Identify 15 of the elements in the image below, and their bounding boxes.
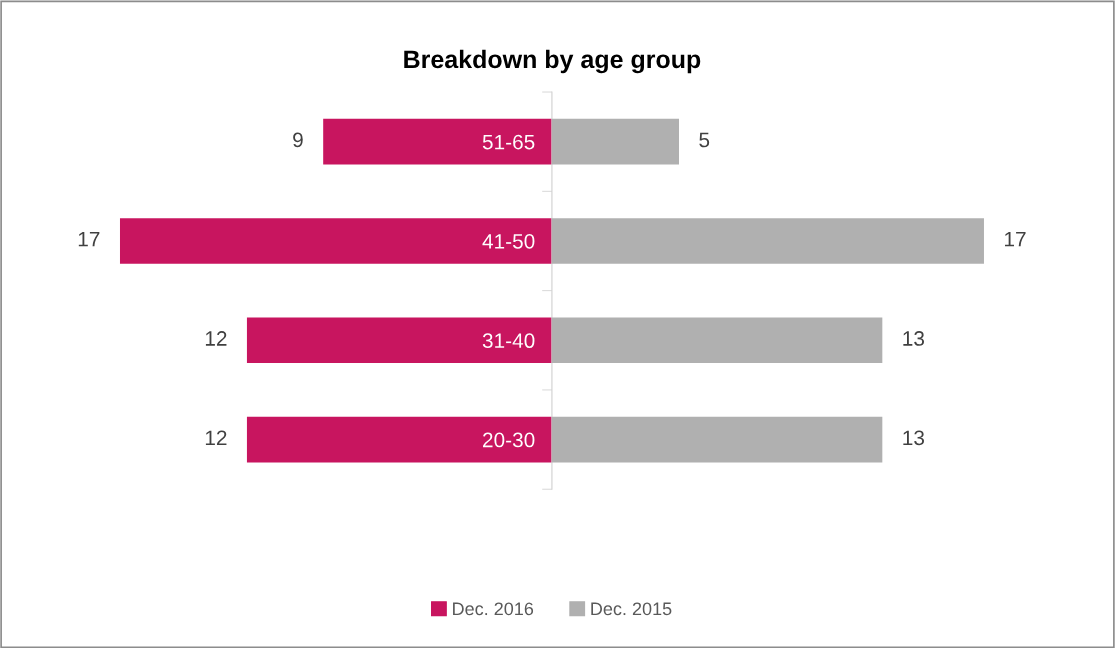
- data-label: 13: [903, 331, 925, 346]
- data-label: 13: [903, 430, 925, 446]
- y-tick-label: 41-50: [482, 233, 535, 249]
- data-label: 9: [293, 132, 303, 148]
- chart-title: Breakdown by age group: [404, 49, 701, 74]
- data-label: 17: [78, 232, 100, 247]
- y-tick-label: 51-65: [482, 134, 535, 150]
- data-label: 12: [205, 331, 227, 346]
- data-label: 12: [205, 430, 227, 445]
- data-label: 17: [1005, 232, 1026, 247]
- legend-label: Dec. 2015: [591, 602, 672, 616]
- legend-label: Dec. 2016: [453, 602, 534, 616]
- y-tick-label: 31-40: [482, 333, 535, 349]
- y-tick-label: 20-30: [483, 432, 535, 448]
- data-label: 5: [699, 132, 710, 148]
